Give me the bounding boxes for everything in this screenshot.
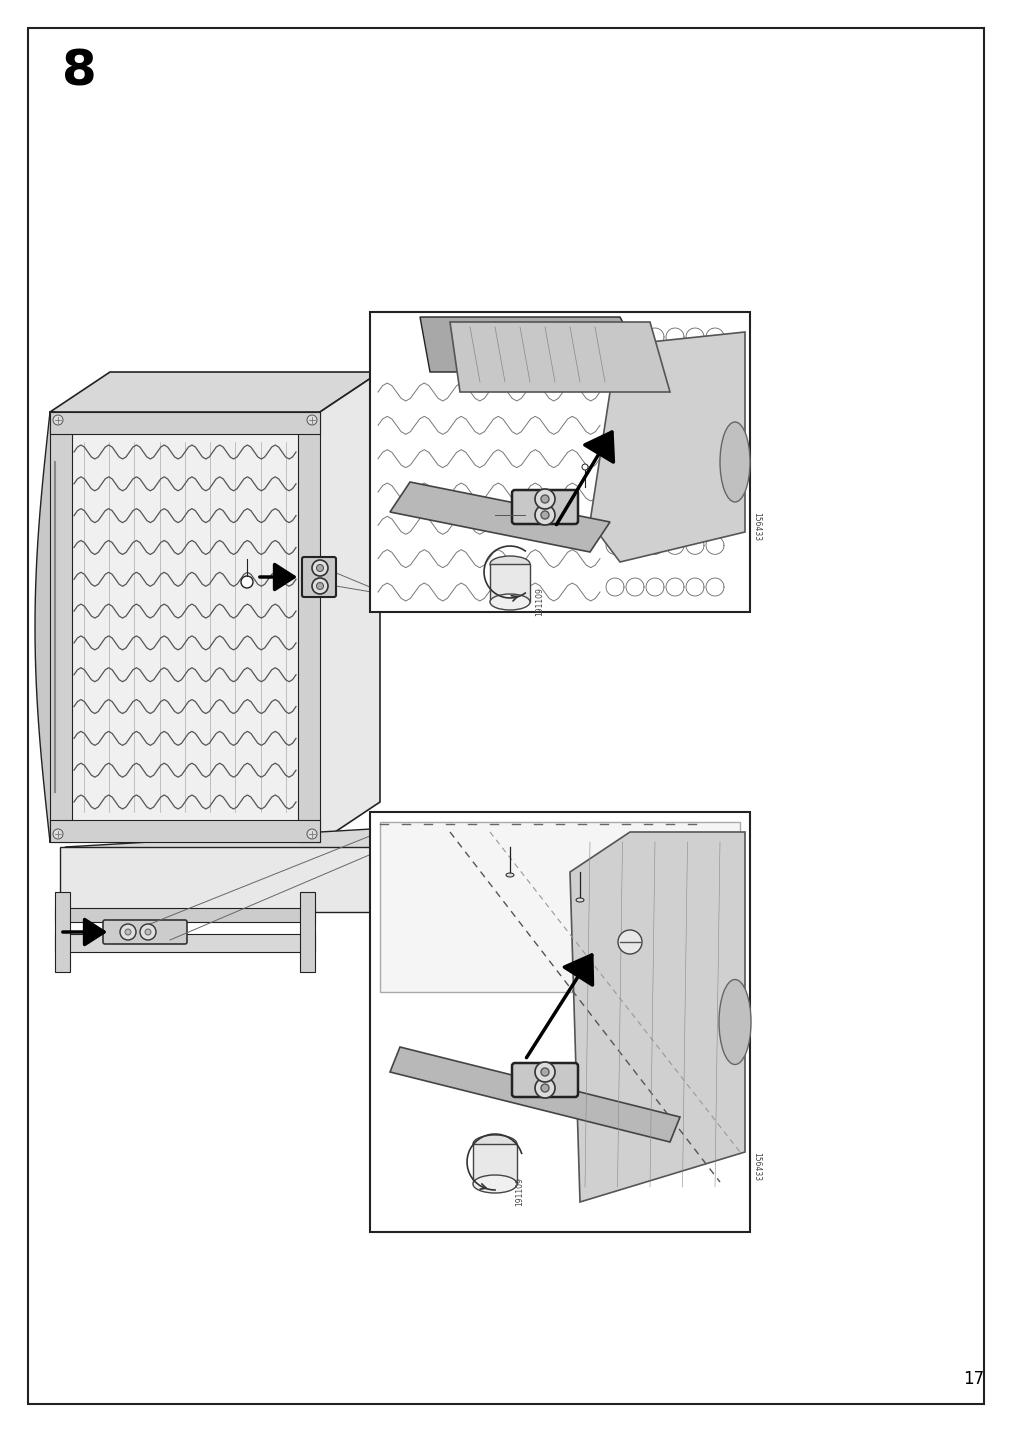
Bar [55, 908, 314, 922]
Circle shape [541, 1068, 548, 1075]
Circle shape [241, 576, 253, 589]
FancyArrowPatch shape [260, 564, 294, 590]
Bar [55, 892, 70, 972]
Text: 8: 8 [62, 47, 97, 95]
Bar [472, 1144, 517, 1184]
FancyBboxPatch shape [512, 1063, 577, 1097]
Ellipse shape [472, 1176, 517, 1193]
Ellipse shape [489, 556, 530, 571]
Text: 156433: 156433 [751, 1151, 760, 1181]
Polygon shape [319, 372, 379, 842]
Circle shape [306, 415, 316, 425]
Circle shape [535, 1063, 554, 1083]
Circle shape [120, 924, 135, 939]
Polygon shape [65, 828, 445, 896]
Bar [489, 564, 530, 601]
Circle shape [306, 829, 316, 839]
Ellipse shape [506, 874, 514, 876]
FancyBboxPatch shape [512, 490, 577, 524]
Circle shape [541, 511, 548, 518]
Bar [50, 821, 319, 842]
Circle shape [535, 1078, 554, 1098]
FancyBboxPatch shape [301, 557, 336, 597]
Polygon shape [420, 316, 649, 372]
Bar [370, 312, 749, 611]
Ellipse shape [472, 1136, 517, 1153]
Circle shape [145, 929, 151, 935]
Polygon shape [35, 412, 55, 842]
Ellipse shape [489, 594, 530, 610]
Text: 156433: 156433 [751, 513, 760, 541]
Bar [299, 892, 314, 972]
Circle shape [535, 488, 554, 508]
Circle shape [140, 924, 156, 939]
FancyArrowPatch shape [556, 432, 613, 524]
Ellipse shape [575, 898, 583, 902]
Polygon shape [60, 846, 379, 912]
Circle shape [541, 495, 548, 503]
Circle shape [53, 829, 63, 839]
Polygon shape [389, 1047, 679, 1141]
Circle shape [541, 1084, 548, 1093]
Circle shape [311, 560, 328, 576]
Ellipse shape [719, 422, 749, 503]
Circle shape [53, 415, 63, 425]
Circle shape [316, 583, 324, 590]
Circle shape [125, 929, 130, 935]
Polygon shape [589, 332, 744, 561]
Text: 17: 17 [961, 1370, 983, 1388]
Bar [297, 412, 319, 842]
Polygon shape [450, 322, 669, 392]
Bar [50, 412, 319, 434]
Ellipse shape [718, 979, 750, 1064]
Polygon shape [569, 832, 744, 1201]
Circle shape [311, 579, 328, 594]
Bar [55, 934, 314, 952]
FancyArrowPatch shape [526, 955, 591, 1058]
Circle shape [581, 464, 587, 470]
Bar [50, 412, 72, 842]
Circle shape [618, 929, 641, 954]
Polygon shape [50, 372, 379, 412]
Bar [370, 812, 749, 1232]
FancyArrowPatch shape [63, 919, 104, 945]
Polygon shape [379, 822, 739, 992]
Circle shape [316, 564, 324, 571]
Text: 191109: 191109 [535, 587, 544, 616]
Polygon shape [50, 412, 319, 842]
Text: 191109: 191109 [515, 1177, 524, 1206]
Polygon shape [389, 483, 610, 551]
Circle shape [535, 505, 554, 526]
FancyBboxPatch shape [103, 919, 187, 944]
